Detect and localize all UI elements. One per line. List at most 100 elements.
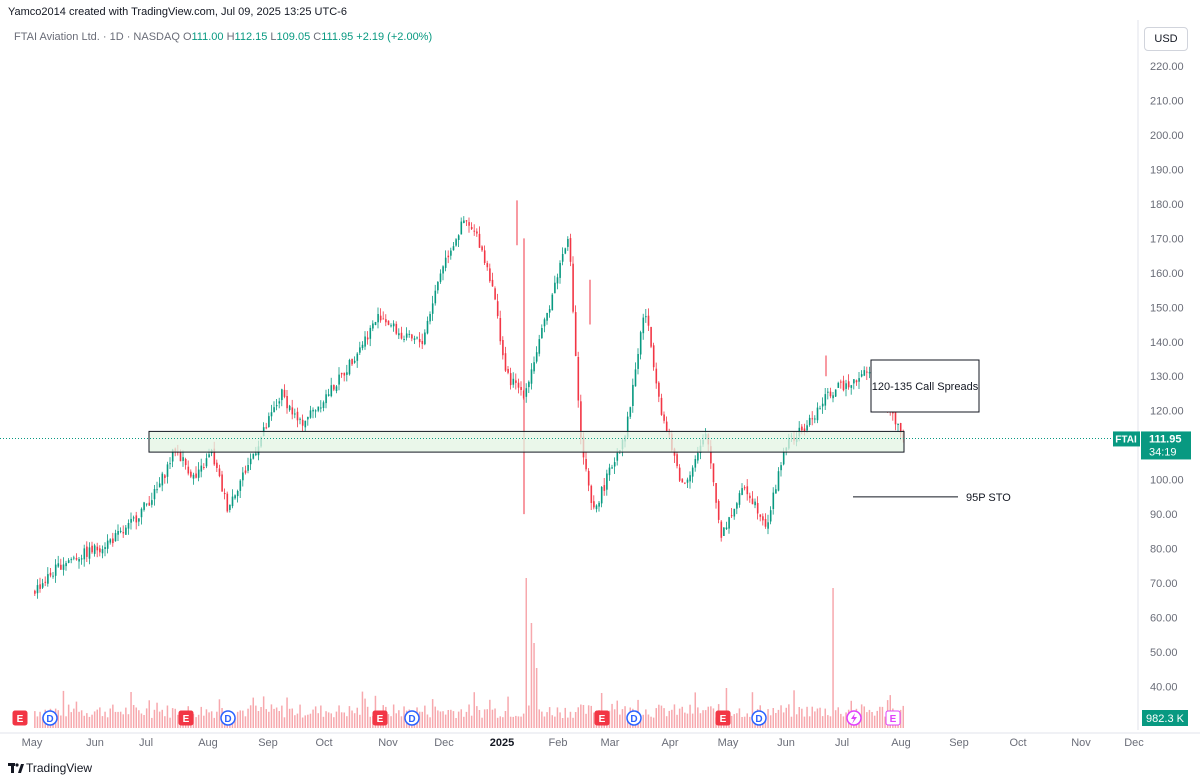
candle [268,412,270,428]
earnings-icon[interactable]: E [372,710,388,726]
close-value: 111.95 [321,31,354,43]
candle [372,320,374,332]
candle [496,293,499,319]
candle [122,525,125,538]
candle-body [452,246,455,251]
candle [447,250,450,264]
candle [291,399,294,420]
symbol-description[interactable]: FTAI Aviation Ltd. · 1D · NASDAQ [14,31,180,43]
candle-body [634,369,637,387]
candle-body [184,459,187,466]
volume-bar [580,704,582,728]
candle [819,405,821,410]
volume-bar [398,710,400,728]
candle-body [296,411,299,421]
dividend-icon[interactable]: D [404,710,420,726]
candle [338,367,340,391]
candle-body [676,454,678,467]
candle [481,245,483,252]
volume-bar [902,705,904,728]
candle-body [169,463,171,465]
candle-body [725,527,728,529]
earnings-icon[interactable]: E [885,710,901,726]
currency-button[interactable]: USD [1144,27,1188,51]
candle-body [457,235,460,240]
candle [153,485,156,506]
candle-body [60,564,62,570]
dividend-icon[interactable]: D [751,710,767,726]
candle-body [637,354,639,369]
candle-body [275,405,278,407]
volume-bar [273,708,275,728]
candle [600,486,603,508]
volume-bar [218,699,221,728]
candle-body [44,581,47,583]
dividend-icon[interactable]: D [220,710,236,726]
volume-bar [782,712,785,728]
support-zone[interactable] [148,430,905,453]
footer-brand[interactable]: TradingView [8,761,92,775]
candle [517,378,520,394]
candle [195,466,197,479]
candle [613,457,616,474]
candle-body [322,402,325,408]
volume-bar [252,697,254,728]
candle [62,557,65,576]
x-tick-label: Sep [949,737,969,749]
candle [348,358,351,376]
candle [564,247,567,255]
candle-body [756,503,759,514]
candle [736,501,738,515]
candle-body [400,332,403,339]
candle [551,293,554,311]
dividend-icon-bg [404,710,420,726]
x-tick-label: Nov [378,737,398,749]
volume-bar [301,717,304,728]
candle-body [715,483,717,503]
candle [577,351,580,408]
candle-body [530,369,533,384]
candle-body [325,394,327,404]
candle [411,333,413,342]
candle [242,467,244,487]
candle [569,233,572,267]
volume-bar [785,707,787,728]
candle-body [853,379,855,384]
candle-body [307,416,309,420]
earnings-icon[interactable]: E [594,710,610,726]
dividend-icon[interactable]: D [42,710,58,726]
candle-body [832,395,834,399]
volume-bar [208,712,210,728]
candle [343,372,346,382]
earnings-icon[interactable]: E [12,710,28,726]
call-spreads-annotation[interactable]: 120-135 Call Spreads [870,359,980,413]
candle [608,463,611,481]
candle-body [533,362,535,372]
candle-body [834,389,837,397]
volume-bar [309,713,312,728]
volume-bar [585,713,587,728]
lightning-icon[interactable] [846,710,862,726]
dividend-icon[interactable]: D [626,710,642,726]
earnings-icon[interactable]: E [178,710,194,726]
candle [528,380,530,393]
candle [130,512,132,530]
earnings-icon[interactable]: E [715,710,731,726]
volume-bar [860,704,863,728]
volume-bar [842,716,845,728]
candle-body [892,412,894,414]
call-spreads-box [870,359,980,413]
volume-bar [749,716,751,728]
candle [236,489,239,503]
candle-body [593,501,595,508]
candle-body [52,575,54,577]
put-level-annotation[interactable]: 95P STO [853,492,1011,504]
volume-bar [99,707,101,728]
volume-bar [140,713,143,728]
candle-body [382,318,385,320]
volume-bar [499,716,501,728]
candle [525,383,528,403]
candle [520,381,522,396]
candle-body [208,454,210,458]
